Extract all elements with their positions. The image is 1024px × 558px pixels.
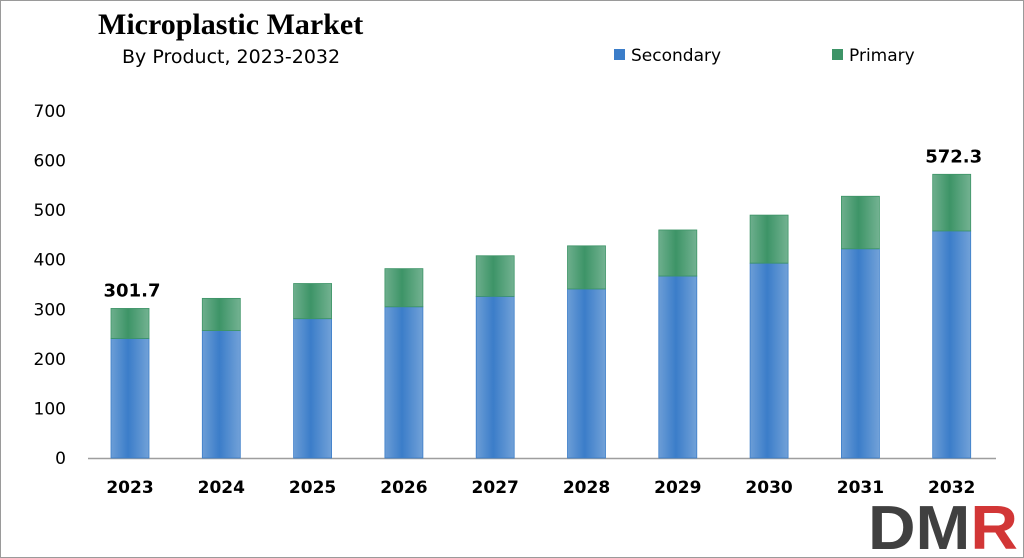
- bar-secondary-2027: [475, 295, 515, 459]
- x-tick-label: 2029: [654, 478, 701, 498]
- bar-secondary-2023: [110, 338, 150, 459]
- legend-swatch-primary: [832, 49, 843, 60]
- legend-label-secondary: Secondary: [631, 46, 722, 66]
- bar-secondary-2024: [201, 330, 241, 459]
- chart-title: Microplastic Market: [98, 8, 364, 41]
- bar-primary-2023: [110, 308, 150, 339]
- bar-primary-2030: [749, 214, 789, 264]
- legend-label-primary: Primary: [849, 46, 915, 66]
- bar-primary-2027: [475, 255, 515, 297]
- bar-secondary-2029: [658, 275, 698, 459]
- bar-secondary-2031: [841, 248, 880, 459]
- bar-secondary-2032: [932, 230, 972, 459]
- chart-subtitle: By Product, 2023-2032: [122, 46, 341, 68]
- bar-primary-2028: [567, 245, 606, 290]
- logo-text: DMR: [868, 497, 1018, 553]
- bar-primary-2031: [841, 195, 880, 250]
- x-tick-label: 2032: [928, 478, 975, 498]
- y-tick-label: 400: [34, 251, 66, 271]
- y-tick-label: 0: [55, 449, 66, 469]
- bar-primary-2025: [293, 283, 333, 320]
- bar-primary-2026: [384, 268, 424, 308]
- x-tick-label: 2024: [198, 478, 245, 498]
- data-label-2032: 572.3: [925, 146, 982, 167]
- x-tick-label: 2023: [106, 478, 153, 498]
- x-tick-label: 2031: [837, 478, 884, 498]
- legend-item-secondary: Secondary: [614, 46, 721, 66]
- bar-primary-2029: [658, 229, 698, 277]
- bar-secondary-2028: [567, 288, 606, 459]
- y-tick-label: 600: [34, 152, 66, 172]
- x-tick-label: 2026: [380, 478, 427, 498]
- y-tick-label: 200: [34, 350, 66, 370]
- data-label-2023: 301.7: [104, 280, 161, 301]
- y-tick-label: 100: [34, 399, 66, 419]
- x-tick-label: 2025: [289, 478, 336, 498]
- x-tick-label: 2027: [472, 478, 519, 498]
- legend-swatch-secondary: [614, 49, 625, 60]
- y-tick-label: 700: [34, 102, 66, 122]
- dmr-logo: DMR: [868, 497, 1018, 553]
- y-tick-label: 300: [34, 300, 66, 320]
- legend-item-primary: Primary: [832, 46, 915, 66]
- y-tick-label: 500: [34, 201, 66, 221]
- bar-primary-2024: [201, 297, 241, 332]
- x-tick-label: 2028: [563, 478, 610, 498]
- bar-secondary-2030: [749, 262, 789, 459]
- bar-secondary-2025: [293, 318, 333, 459]
- bar-primary-2032: [932, 173, 972, 232]
- bar-secondary-2026: [384, 306, 424, 459]
- x-tick-label: 2030: [745, 478, 792, 498]
